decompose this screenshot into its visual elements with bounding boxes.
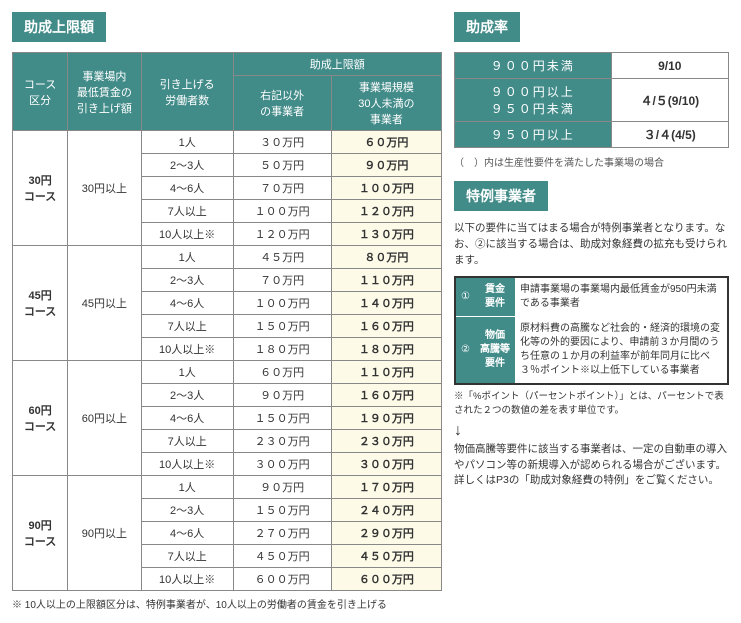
workers-cell: 7人以上 xyxy=(141,545,233,568)
rate-title: 助成率 xyxy=(454,12,520,42)
workers-cell: 7人以上 xyxy=(141,315,233,338)
workers-cell: 1人 xyxy=(141,131,233,154)
small-cell: ９０万円 xyxy=(331,154,441,177)
other-cell: ７０万円 xyxy=(233,177,331,200)
other-cell: ２７０万円 xyxy=(233,522,331,545)
small-cell: １１０万円 xyxy=(331,269,441,292)
special-desc: 以下の要件に当てはまる場合が特例事業者となります。なお、②に該当する場合は、助成… xyxy=(454,221,729,268)
other-cell: ７０万円 xyxy=(233,269,331,292)
workers-cell: 2～3人 xyxy=(141,154,233,177)
other-cell: ３００万円 xyxy=(233,453,331,476)
rate-value: ３/４(4/5) xyxy=(611,122,728,148)
other-cell: ６０万円 xyxy=(233,361,331,384)
course-min: 60円以上 xyxy=(68,361,142,476)
small-cell: １９０万円 xyxy=(331,407,441,430)
workers-cell: 2～3人 xyxy=(141,384,233,407)
rate-note: （ ）内は生産性要件を満たした事業場の場合 xyxy=(454,154,729,169)
small-cell: ２９０万円 xyxy=(331,522,441,545)
other-cell: ５０万円 xyxy=(233,154,331,177)
hdr-min: 事業場内 最低賃金の 引き上げ額 xyxy=(68,53,142,131)
workers-cell: 10人以上※ xyxy=(141,453,233,476)
rate-range: ９５０円以上 xyxy=(455,122,612,148)
small-cell: ８０万円 xyxy=(331,246,441,269)
small-cell: ２４０万円 xyxy=(331,499,441,522)
workers-cell: 7人以上 xyxy=(141,430,233,453)
limit-table: コース 区分 事業場内 最低賃金の 引き上げ額 引き上げる 労働者数 助成上限額… xyxy=(12,52,442,591)
other-cell: ６００万円 xyxy=(233,568,331,591)
req-text: 申請事業場の事業場内最低賃金が950円未満である事業者 xyxy=(515,277,728,317)
point-note: ※「%ポイント（パーセントポイント）」とは、パーセントで表された２つの数値の差を… xyxy=(454,390,729,417)
workers-cell: 2～3人 xyxy=(141,499,233,522)
course-min: 45円以上 xyxy=(68,246,142,361)
rate-table: ９００円未満9/10９００円以上 ９５０円未満４/５(9/10)９５０円以上３/… xyxy=(454,52,729,148)
other-cell: ９０万円 xyxy=(233,384,331,407)
small-cell: １８０万円 xyxy=(331,338,441,361)
other-cell: ２３０万円 xyxy=(233,430,331,453)
small-cell: １１０万円 xyxy=(331,361,441,384)
rate-value: ４/５(9/10) xyxy=(611,79,728,122)
workers-cell: 4～6人 xyxy=(141,292,233,315)
down-arrow-icon: ↓ xyxy=(454,422,729,440)
other-cell: ４５０万円 xyxy=(233,545,331,568)
workers-cell: 2～3人 xyxy=(141,269,233,292)
req-label: 物価 高騰等 要件 xyxy=(475,317,515,385)
workers-cell: 4～6人 xyxy=(141,407,233,430)
workers-cell: 10人以上※ xyxy=(141,568,233,591)
workers-cell: 7人以上 xyxy=(141,200,233,223)
req-table: ①賃金 要件申請事業場の事業場内最低賃金が950円未満である事業者 ②物価 高騰等… xyxy=(454,276,729,385)
req-num: ① xyxy=(455,277,475,317)
rate-value: 9/10 xyxy=(611,53,728,79)
other-cell: １５０万円 xyxy=(233,315,331,338)
other-cell: ３０万円 xyxy=(233,131,331,154)
req-text: 原材料費の高騰など社会的・経済的環境の変化等の外的要因により、申請前３か月間のう… xyxy=(515,317,728,385)
workers-cell: 1人 xyxy=(141,476,233,499)
other-cell: １２０万円 xyxy=(233,223,331,246)
small-cell: １７０万円 xyxy=(331,476,441,499)
small-cell: ３００万円 xyxy=(331,453,441,476)
special-title: 特例事業者 xyxy=(454,181,548,211)
req-num: ② xyxy=(455,317,475,385)
hdr-workers: 引き上げる 労働者数 xyxy=(141,53,233,131)
small-cell: １６０万円 xyxy=(331,384,441,407)
workers-cell: 4～6人 xyxy=(141,177,233,200)
other-cell: １５０万円 xyxy=(233,499,331,522)
small-cell: １３０万円 xyxy=(331,223,441,246)
rate-range: ９００円以上 ９５０円未満 xyxy=(455,79,612,122)
other-cell: １００万円 xyxy=(233,200,331,223)
other-cell: １００万円 xyxy=(233,292,331,315)
small-cell: ２３０万円 xyxy=(331,430,441,453)
workers-cell: 10人以上※ xyxy=(141,223,233,246)
course-name: 60円 コース xyxy=(13,361,68,476)
workers-cell: 1人 xyxy=(141,361,233,384)
other-cell: ９０万円 xyxy=(233,476,331,499)
limit-title: 助成上限額 xyxy=(12,12,106,42)
small-cell: ４５０万円 xyxy=(331,545,441,568)
other-cell: ４５万円 xyxy=(233,246,331,269)
workers-cell: 10人以上※ xyxy=(141,338,233,361)
workers-cell: 1人 xyxy=(141,246,233,269)
course-min: 90円以上 xyxy=(68,476,142,591)
other-cell: １５０万円 xyxy=(233,407,331,430)
bottom-note: 物価高騰等要件に該当する事業者は、一定の自動車の導入やパソコン等の新規導入が認め… xyxy=(454,442,729,489)
small-cell: １６０万円 xyxy=(331,315,441,338)
limit-footnote: ※ 10人以上の上限額区分は、特例事業者が、10人以上の労働者の賃金を引き上げる xyxy=(12,596,442,611)
course-name: 45円 コース xyxy=(13,246,68,361)
hdr-limit: 助成上限額 xyxy=(233,53,441,76)
req-label: 賃金 要件 xyxy=(475,277,515,317)
course-name: 90円 コース xyxy=(13,476,68,591)
course-name: 30円 コース xyxy=(13,131,68,246)
course-min: 30円以上 xyxy=(68,131,142,246)
small-cell: １００万円 xyxy=(331,177,441,200)
small-cell: ６０万円 xyxy=(331,131,441,154)
hdr-other: 右記以外 の事業者 xyxy=(233,76,331,131)
rate-range: ９００円未満 xyxy=(455,53,612,79)
small-cell: １４０万円 xyxy=(331,292,441,315)
small-cell: ６００万円 xyxy=(331,568,441,591)
hdr-course: コース 区分 xyxy=(13,53,68,131)
hdr-small: 事業場規模 30人未満の 事業者 xyxy=(331,76,441,131)
workers-cell: 4～6人 xyxy=(141,522,233,545)
other-cell: １８０万円 xyxy=(233,338,331,361)
small-cell: １２０万円 xyxy=(331,200,441,223)
